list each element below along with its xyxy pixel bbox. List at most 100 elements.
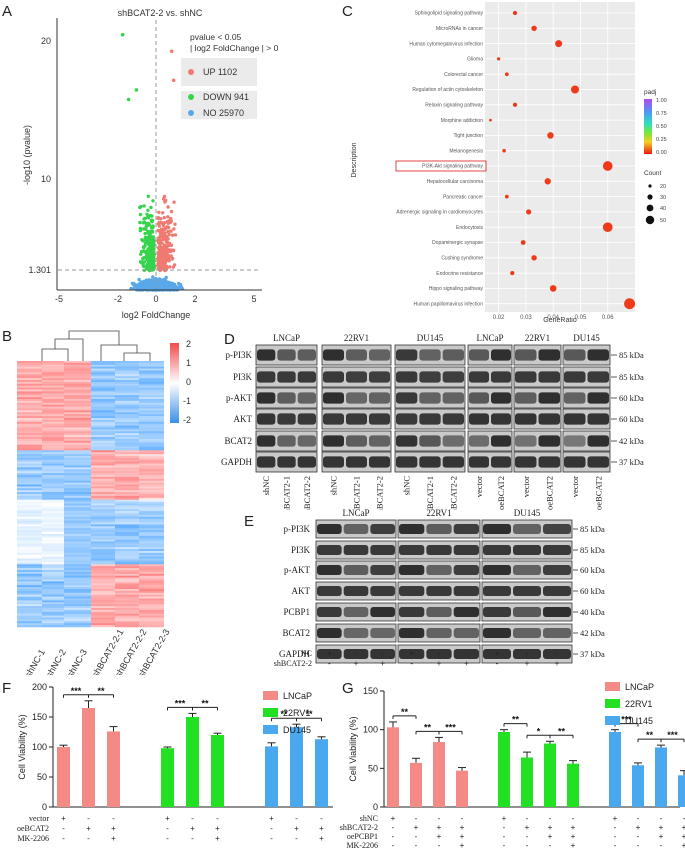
heatmap-cell: [17, 397, 42, 400]
heatmap-cell: [91, 537, 115, 540]
heatmap-cell: [115, 454, 139, 457]
heatmap-cell: [17, 568, 42, 571]
volcano-point-up: [162, 261, 167, 266]
bubble-xtick: 0.04: [547, 315, 559, 321]
heatmap-cell: [91, 395, 115, 398]
heatmap-cell: [115, 378, 139, 381]
heatmap-cell: [139, 549, 164, 552]
heatmap-cell: [64, 438, 91, 442]
blot-e-condition-label: NC: [301, 649, 312, 658]
condition-sign: +: [319, 824, 324, 833]
heatmap-cell: [17, 435, 42, 438]
heatmap-cell: [91, 613, 115, 616]
padj-legend-title: padj: [644, 89, 656, 96]
bubble-point: [602, 161, 613, 171]
heatmap-cell: [42, 457, 64, 461]
heatmap-cell: [42, 507, 64, 510]
heatmap-cell: [17, 380, 42, 383]
heatmap-cell: [139, 592, 164, 595]
blot-band: [369, 456, 390, 468]
heatmap-cell: [17, 581, 42, 584]
heatmap-cell: [64, 484, 91, 487]
heatmap-cell: [17, 598, 42, 601]
blot-band: [370, 648, 395, 660]
heatmap-cell: [139, 414, 164, 417]
heatmap-cell: [115, 402, 139, 405]
blot-band: [515, 435, 537, 447]
heatmap-cell: [17, 590, 42, 594]
volcano-criteria-2: | log2 FoldChange | > 0: [190, 43, 279, 53]
heatmap-cell: [17, 514, 42, 518]
heatmap-cell: [115, 602, 139, 605]
heatmap-cell: [139, 406, 164, 409]
condition-sign: -: [637, 841, 640, 850]
blot-band: [277, 435, 296, 447]
heatmap-cell: [42, 598, 64, 601]
heatmap-cell: [17, 459, 42, 462]
heatmap-cell: [115, 589, 139, 592]
heatmap-cell: [139, 575, 164, 578]
blot-d-row-label: PI3K: [233, 372, 253, 382]
heatmap-cell: [115, 461, 139, 464]
heatmap-cell: [115, 606, 139, 609]
volcano-point-down: [139, 252, 143, 256]
heatmap-cell: [91, 431, 115, 434]
heatmap-cell: [139, 410, 164, 413]
heatmap-cell: [17, 448, 42, 451]
blot-band: [426, 544, 452, 556]
heatmap-cell: [17, 507, 42, 510]
blot-d-lane-label: vector: [570, 476, 580, 497]
volcano-point-up: [159, 221, 164, 225]
heatmap-cell: [17, 509, 42, 512]
heatmap-cell: [115, 543, 139, 546]
legend-down-label: DOWN 941: [203, 92, 249, 102]
heatmap-cell: [64, 383, 91, 386]
blot-d-lane-label: vector: [474, 476, 484, 497]
heatmap-cell: [139, 374, 164, 377]
blot-e-row-label: GAPDH: [279, 649, 311, 659]
bubble-term-label: Human papillomavirus infection: [414, 301, 484, 307]
heatmap-cell: [139, 397, 164, 400]
heatmap-cell: [17, 395, 42, 398]
heatmap-cell: [91, 621, 115, 624]
heatmap-cell: [17, 566, 42, 569]
heatmap-cell: [115, 509, 139, 512]
heatmap-cell: [42, 427, 64, 430]
heatmap-cell: [139, 402, 164, 405]
heatmap-cell: [139, 408, 164, 411]
bubble-term-label: Regulation of actin cytoskeleton: [412, 87, 483, 93]
blot-band: [257, 392, 276, 404]
condition-sign: -: [392, 841, 395, 850]
blot-band: [396, 392, 418, 404]
heatmap-cell: [42, 575, 64, 578]
heatmap-cell: [91, 539, 115, 542]
heatmap-cell: [42, 609, 64, 613]
heatmap-cell: [91, 372, 115, 375]
volcano-criteria-1: pvalue < 0.05: [190, 32, 242, 42]
heatmap-cell: [115, 364, 139, 367]
blot-band: [538, 371, 560, 383]
heatmap-cell: [139, 558, 164, 561]
heatmap-cell: [64, 459, 91, 462]
blot-d-lane-label: shBCAT2-1: [425, 476, 435, 510]
heatmap-cell: [91, 509, 115, 512]
heatmap-cell: [139, 606, 164, 609]
heatmap-cell: [139, 366, 164, 369]
blot-band: [399, 523, 425, 535]
heatmap-cell: [64, 419, 91, 423]
heatmap-cell: [42, 399, 64, 402]
heatmap-cell: [139, 446, 164, 449]
heatmap-cell: [42, 535, 64, 538]
heatmap-cell: [115, 554, 139, 557]
volcano-point-down: [143, 255, 147, 260]
heatmap-cell: [64, 431, 91, 434]
heatmap-cell: [64, 482, 91, 485]
padj-tick: 0.75: [656, 111, 667, 117]
bubble-point: [512, 10, 518, 16]
heatmap-cell: [42, 475, 64, 478]
blot-band: [343, 606, 369, 618]
volcano-point-down: [147, 235, 151, 240]
bubble-term-label: Colorectal cancer: [444, 72, 483, 78]
blot-band: [442, 456, 464, 468]
blot-band: [370, 606, 395, 618]
